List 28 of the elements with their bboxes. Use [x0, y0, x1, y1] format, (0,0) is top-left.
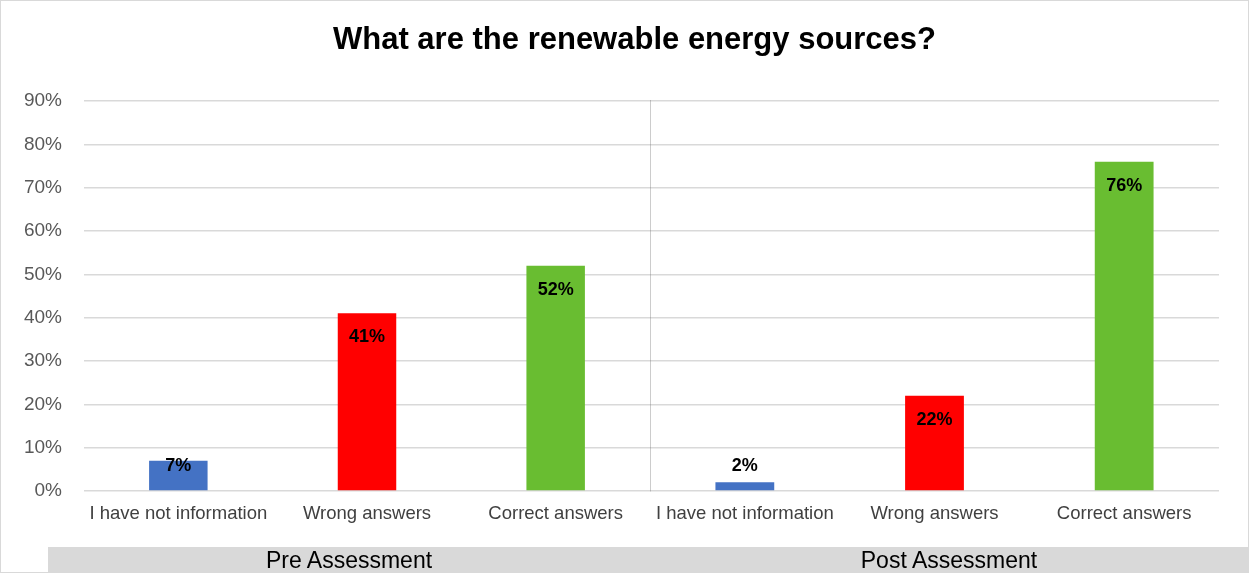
data-label: 7%	[165, 455, 192, 476]
y-tick-label: 60%	[23, 219, 63, 241]
chart-title: What are the renewable energy sources?	[332, 21, 937, 57]
data-label: 52%	[537, 278, 574, 299]
x-tick-label: Correct answers	[488, 502, 624, 524]
x-tick-label: Wrong answers	[870, 502, 999, 524]
y-tick-label: 20%	[23, 392, 63, 414]
y-tick-label: 40%	[23, 305, 63, 327]
bar	[526, 265, 585, 491]
data-label: 76%	[1106, 174, 1143, 195]
y-tick-label: 90%	[23, 89, 63, 111]
y-tick-label: 70%	[23, 175, 63, 197]
data-label: 41%	[348, 326, 386, 347]
x-tick-label: Correct answers	[1056, 502, 1192, 524]
bar	[337, 313, 397, 491]
x-axis-title: Post Assessment	[860, 547, 1038, 573]
y-tick-label: 50%	[23, 262, 63, 284]
data-label: 22%	[916, 408, 953, 429]
y-tick-label: 10%	[23, 435, 63, 457]
y-tick-label: 30%	[23, 349, 63, 371]
bar	[149, 460, 208, 491]
x-tick-label: Wrong answers	[302, 502, 432, 524]
x-axis-title: Pre Assessment	[265, 547, 433, 573]
data-label: 2%	[731, 455, 758, 476]
y-tick-label: 0%	[34, 479, 63, 501]
x-tick-label: I have not information	[89, 502, 268, 524]
x-tick-label: I have not information	[655, 502, 834, 524]
y-tick-label: 80%	[23, 132, 63, 154]
